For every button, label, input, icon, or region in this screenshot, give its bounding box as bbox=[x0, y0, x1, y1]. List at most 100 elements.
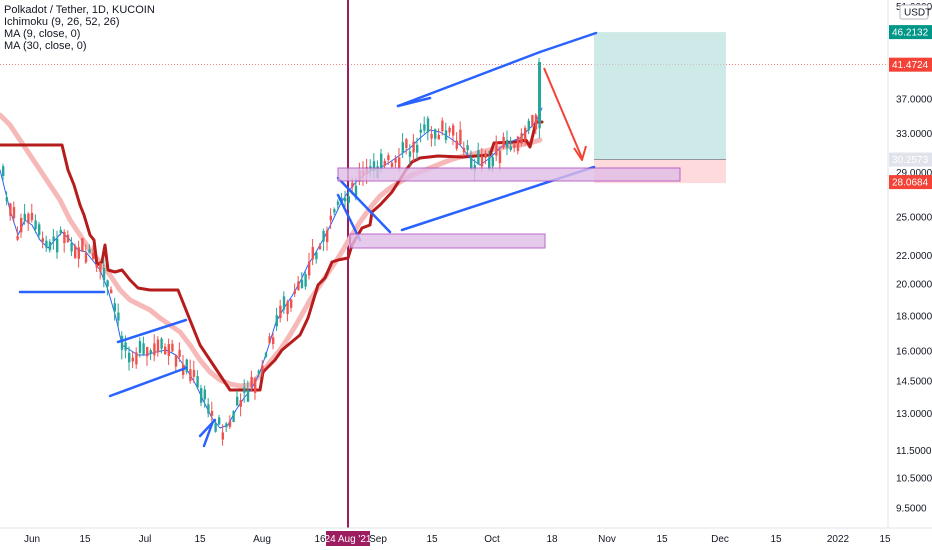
crosshair-date-label: 24 Aug '21 bbox=[325, 534, 372, 545]
projection-arrow bbox=[543, 67, 583, 159]
candle-body bbox=[297, 281, 300, 291]
candle-body bbox=[174, 354, 178, 367]
target-price-badge bbox=[889, 25, 932, 40]
trend-line bbox=[336, 176, 392, 234]
candle-body bbox=[56, 238, 59, 253]
candle-body bbox=[441, 120, 444, 132]
trend-line bbox=[336, 193, 362, 242]
candle-body bbox=[300, 279, 304, 288]
candle-body bbox=[322, 231, 325, 242]
candle-body bbox=[128, 352, 131, 363]
candle-body bbox=[99, 263, 102, 272]
candle-body bbox=[117, 312, 120, 321]
time-axis[interactable]: Jun 15 Jul 15 Aug 16 Sep 15 Oct 18 Nov 15 Dec 15 2022 1… bbox=[0, 527, 932, 546]
y-tick-label: 18.0000 bbox=[896, 311, 932, 322]
drawing-tools[interactable] bbox=[18, 31, 681, 448]
y-tick-label: 9.5000 bbox=[896, 504, 927, 515]
candle-body bbox=[484, 153, 487, 158]
candle-body bbox=[12, 207, 16, 219]
indicator-ichimoku[interactable]: Ichimoku (9, 26, 52, 26) bbox=[4, 16, 120, 28]
candle-body bbox=[351, 182, 354, 188]
candle-body bbox=[27, 213, 30, 224]
candle-body bbox=[232, 411, 235, 423]
indicator-ma30[interactable]: MA (30, close, 0) bbox=[4, 40, 87, 52]
unit-badge bbox=[899, 4, 929, 20]
trend-line bbox=[202, 422, 214, 448]
candle-body bbox=[48, 241, 52, 251]
trend-line bbox=[108, 366, 188, 398]
x-tick-label: 15 bbox=[426, 534, 438, 545]
candle-body bbox=[308, 261, 311, 276]
projection-arrow-head bbox=[573, 145, 587, 161]
candle-body bbox=[380, 153, 383, 169]
x-tick-label: 16 bbox=[314, 534, 326, 545]
candle-body bbox=[401, 142, 404, 153]
x-tick-label: Oct bbox=[484, 534, 500, 545]
candle-body bbox=[426, 118, 430, 133]
indicator-ma9[interactable]: MA (9, close, 0) bbox=[4, 28, 81, 40]
target-zone bbox=[594, 32, 726, 160]
candle-body bbox=[102, 268, 106, 281]
candle-body bbox=[398, 157, 401, 168]
candle-body bbox=[390, 162, 394, 167]
candle-body bbox=[293, 290, 296, 294]
candle-body bbox=[516, 136, 520, 152]
candle-body bbox=[261, 365, 264, 372]
x-tick-label: Sep bbox=[369, 534, 387, 545]
candle-body bbox=[138, 341, 142, 353]
y-tick-label: 16.0000 bbox=[896, 347, 932, 358]
candle-body bbox=[290, 299, 293, 308]
candle-body bbox=[434, 129, 437, 139]
candle-body bbox=[84, 252, 88, 263]
x-tick-label: Aug bbox=[253, 534, 271, 545]
candle-body bbox=[538, 122, 541, 129]
candle-body bbox=[304, 274, 307, 287]
candle-body bbox=[495, 142, 498, 156]
candle-body bbox=[416, 144, 419, 153]
candle-body bbox=[59, 229, 62, 234]
candle-body bbox=[444, 130, 448, 140]
candle-body bbox=[81, 238, 84, 252]
symbol-title[interactable]: Polkadot / Tether, 1D, KUCOIN bbox=[4, 4, 155, 16]
candle-body bbox=[506, 139, 509, 148]
y-tick-label: 10.5000 bbox=[896, 473, 932, 484]
candle-body bbox=[243, 387, 246, 393]
y-tick-label: 37.0000 bbox=[896, 95, 932, 106]
trend-line bbox=[116, 318, 188, 344]
candle-body bbox=[120, 335, 124, 350]
candle-body bbox=[110, 289, 113, 294]
candle-body bbox=[160, 338, 163, 349]
candle-body bbox=[146, 347, 149, 357]
candle-body bbox=[250, 376, 253, 388]
candle-body bbox=[524, 127, 527, 140]
candle-body bbox=[498, 150, 502, 164]
candle-body bbox=[315, 252, 318, 260]
candle-body bbox=[135, 352, 138, 365]
candle-body bbox=[326, 230, 329, 243]
candle-body bbox=[113, 303, 116, 312]
candle-body bbox=[131, 357, 134, 362]
current-price-badge bbox=[889, 57, 932, 72]
support-box-lower bbox=[349, 233, 546, 249]
candle-body bbox=[16, 236, 19, 240]
x-tick-label: Jul bbox=[139, 534, 152, 545]
candle-body bbox=[34, 220, 37, 230]
candle-body bbox=[311, 246, 314, 260]
candle-body bbox=[534, 114, 538, 130]
candle-body bbox=[171, 343, 174, 352]
candle-body bbox=[41, 238, 44, 242]
candle-body bbox=[394, 158, 397, 163]
candle-body bbox=[372, 161, 376, 171]
candle-body bbox=[200, 388, 203, 403]
candle-body bbox=[282, 296, 286, 310]
candle-body bbox=[196, 376, 199, 388]
price-axis[interactable]: 37.0000 33.0000 29.0000 25.0000 22.0000 20.00… bbox=[887, 0, 932, 528]
candle-body bbox=[318, 245, 322, 250]
trend-line bbox=[396, 50, 542, 108]
candle-body bbox=[149, 350, 152, 354]
candle-body bbox=[387, 155, 390, 161]
x-tick-label: 15 bbox=[879, 534, 891, 545]
candle-body bbox=[509, 146, 512, 150]
candle-body bbox=[189, 369, 192, 381]
